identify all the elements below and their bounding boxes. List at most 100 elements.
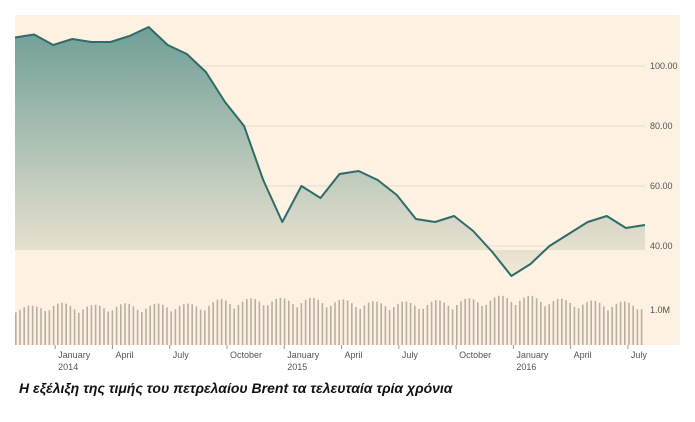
volume-bar — [296, 307, 298, 345]
volume-bar — [321, 303, 324, 345]
volume-bar — [208, 305, 210, 345]
volume-bar — [153, 303, 156, 345]
volume-bar — [582, 304, 584, 345]
volume-bar — [561, 298, 563, 345]
volume-bar — [443, 302, 445, 345]
volume-bar — [73, 309, 76, 345]
volume-bar — [141, 312, 143, 345]
volume-bar — [313, 297, 315, 345]
volume-bar — [212, 302, 214, 345]
volume-bar — [615, 303, 618, 345]
volume-bar — [220, 299, 223, 345]
volume-bar — [178, 306, 181, 345]
volume-bar — [271, 301, 273, 345]
volume-bar — [388, 310, 391, 345]
volume-bar — [401, 301, 403, 345]
volume-bar — [283, 298, 286, 345]
x-tick-month: April — [345, 350, 363, 360]
x-tick-month: October — [230, 350, 262, 360]
volume-bars — [15, 295, 643, 345]
volume-bar — [355, 307, 357, 345]
y-tick-label: 40.00 — [650, 241, 673, 251]
volume-bar — [577, 308, 580, 345]
volume-bar — [569, 302, 571, 345]
volume-bar — [447, 305, 450, 345]
price-area — [14, 26, 646, 277]
volume-bar — [435, 300, 437, 345]
volume-bar — [439, 300, 441, 345]
volume-bar — [82, 309, 84, 345]
volume-bar — [52, 305, 55, 345]
volume-bar — [544, 306, 546, 345]
volume-bar — [552, 300, 555, 345]
volume-bar — [191, 304, 193, 345]
volume-bar — [90, 305, 93, 345]
volume-bar — [451, 309, 454, 345]
volume-bar — [309, 298, 311, 345]
volume-bar — [523, 297, 525, 345]
volume-bar — [199, 309, 202, 345]
volume-bar — [157, 303, 160, 345]
volume-bar — [640, 309, 643, 345]
y-tick-label: 80.00 — [650, 121, 673, 131]
volume-bar — [57, 303, 59, 345]
volume-bar — [204, 310, 206, 345]
volume-bar — [334, 302, 336, 345]
volume-bar — [107, 311, 109, 345]
volume-bar — [632, 305, 634, 345]
volume-tick-label: 1.0M — [650, 305, 670, 315]
volume-bar — [115, 306, 118, 345]
volume-bar — [611, 307, 613, 345]
caption: Η εξέλιξη της τιμής του πετρελαίου Brent… — [19, 380, 453, 396]
volume-bar — [330, 305, 332, 345]
volume-bar — [405, 301, 408, 345]
volume-bar — [120, 304, 122, 345]
volume-bar — [489, 300, 492, 345]
volume-bar — [241, 301, 244, 345]
volume-bar — [514, 305, 517, 345]
volume-bar — [603, 306, 605, 345]
volume-bar — [61, 302, 63, 345]
volume-bar — [145, 308, 147, 345]
volume-bar — [493, 297, 496, 345]
volume-bar — [397, 303, 399, 345]
volume-bar — [384, 306, 387, 345]
x-tick-month: July — [173, 350, 190, 360]
volume-bar — [317, 299, 319, 345]
price-area-fill — [15, 27, 645, 276]
x-tick-year: 2014 — [58, 362, 78, 372]
volume-bar — [27, 305, 30, 345]
volume-bar — [573, 306, 576, 345]
volume-bar — [430, 301, 433, 345]
volume-bar — [628, 302, 630, 345]
x-tick-month: April — [115, 350, 133, 360]
volume-bar — [527, 295, 529, 345]
x-tick-month: January — [516, 350, 549, 360]
volume-bar — [338, 300, 340, 345]
volume-bar — [237, 304, 240, 345]
volume-bar — [540, 301, 542, 345]
volume-bar — [325, 307, 328, 345]
x-axis-ticks: January 2014 April July October January 2015 Ap… — [54, 345, 647, 372]
volume-bar — [359, 309, 361, 345]
volume-bar — [149, 305, 151, 345]
volume-bar — [216, 299, 219, 345]
volume-bar — [187, 303, 189, 345]
volume-bar — [36, 306, 38, 345]
volume-bar — [565, 300, 567, 345]
volume-bar — [531, 296, 534, 345]
volume-bar — [225, 300, 227, 345]
x-tick-month: January — [58, 350, 91, 360]
volume-bar — [372, 301, 374, 345]
x-tick-year: 2015 — [287, 362, 307, 372]
volume-bar — [40, 308, 42, 345]
volume-bar — [607, 310, 609, 345]
volume-bar — [506, 298, 508, 345]
volume-bar — [477, 302, 479, 345]
volume-bar — [267, 305, 269, 345]
volume-bar — [598, 302, 601, 345]
volume-bar — [619, 301, 622, 345]
volume-bar — [422, 308, 424, 345]
